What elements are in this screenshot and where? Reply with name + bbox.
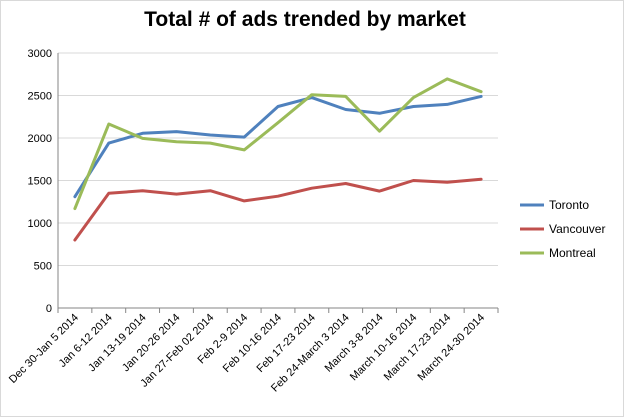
legend-label: Vancouver (549, 222, 605, 236)
x-tick-label: March 3-8 2014 (323, 312, 386, 375)
y-tick-label: 0 (46, 303, 52, 315)
x-tick-label: Jan 20-26 2014 (120, 312, 183, 375)
axes (57, 53, 499, 313)
y-tick-labels: 0 500 1000 1500 2000 2500 3000 (28, 48, 52, 315)
x-tick-label: March 24-30 2014 (416, 312, 488, 384)
y-tick-label: 3000 (28, 48, 52, 60)
legend-label: Toronto (549, 198, 589, 212)
y-tick-label: 1500 (28, 176, 52, 188)
y-tick-label: 2000 (28, 133, 52, 145)
legend: Toronto Vancouver Montreal (520, 198, 605, 260)
y-tick-label: 500 (34, 261, 52, 273)
series-lines (73, 77, 483, 242)
legend-label: Montreal (549, 246, 596, 260)
series-line-vancouver (73, 177, 483, 242)
series-line-toronto (73, 94, 483, 199)
y-tick-label: 2500 (28, 91, 52, 103)
y-tick-label: 1000 (28, 218, 52, 230)
x-tick-label: Feb 17-23 2014 (255, 312, 318, 375)
chart-title: Total # of ads trended by market (144, 8, 466, 31)
x-tick-label: Feb 10-16 2014 (221, 312, 284, 375)
gridlines (58, 52, 498, 266)
x-tick-label: Jan 13-19 2014 (86, 312, 149, 375)
series-line-montreal (73, 77, 483, 211)
